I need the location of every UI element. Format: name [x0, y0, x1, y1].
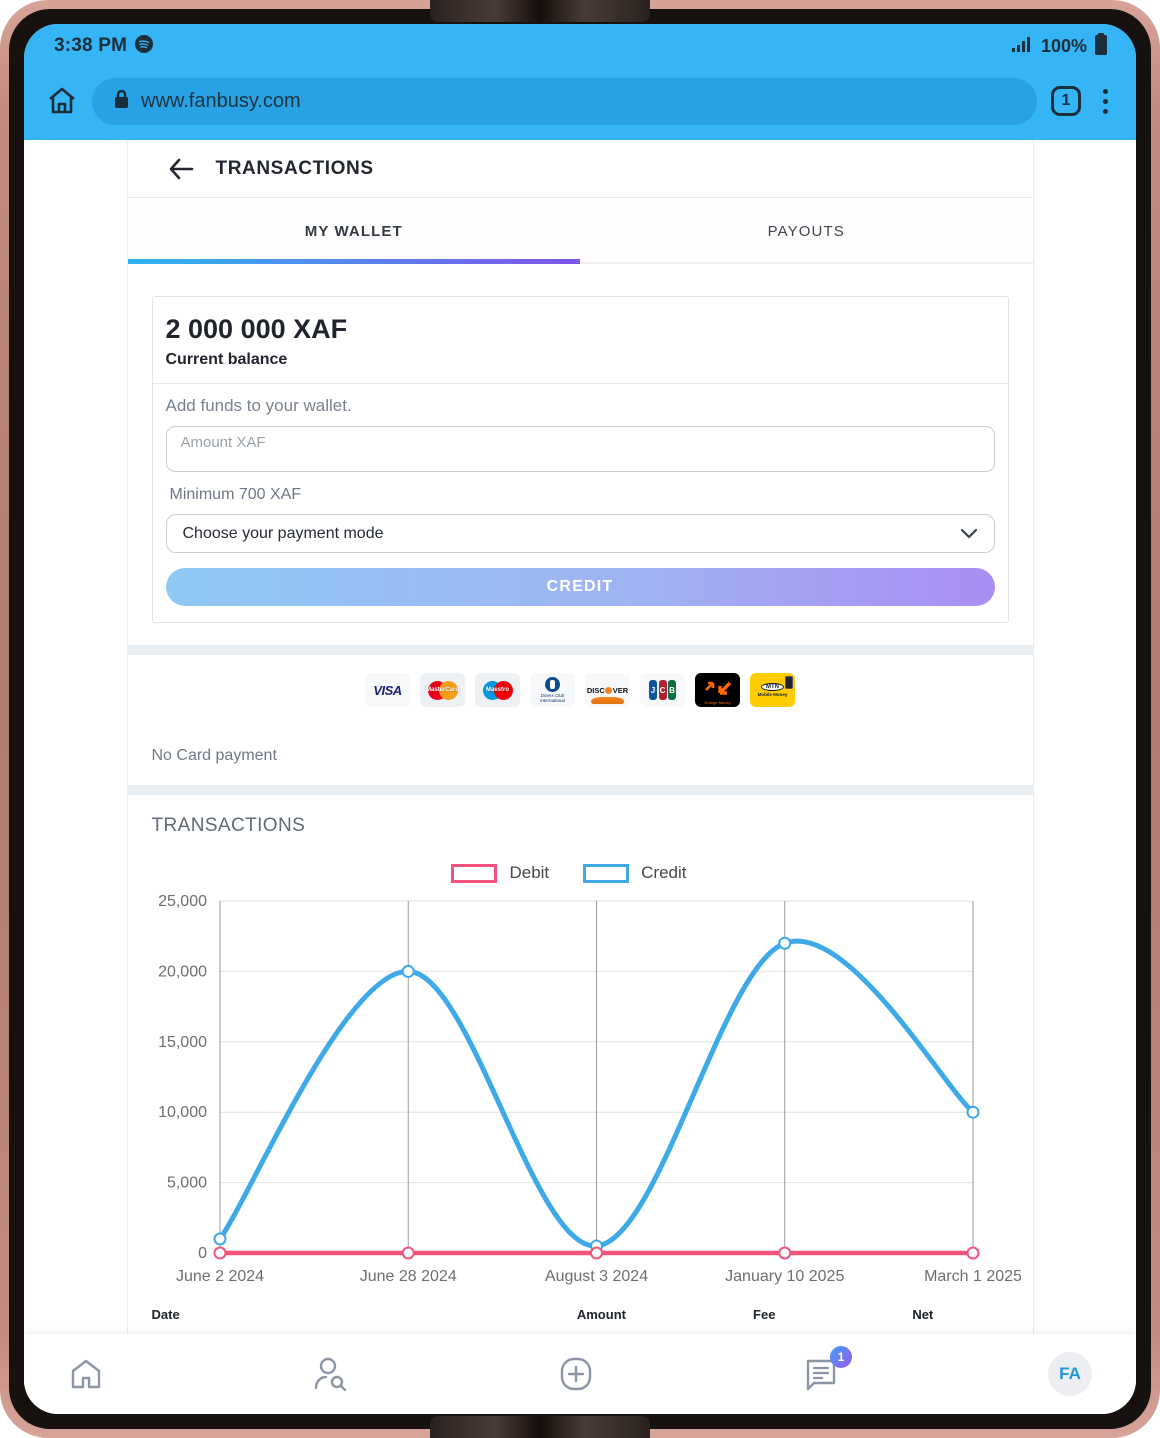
- lock-icon: [114, 89, 129, 114]
- nav-messages-button[interactable]: 1: [802, 1346, 852, 1392]
- bottom-nav: 1 FA: [24, 1334, 1136, 1414]
- current-balance-value: 2 000 000 XAF: [165, 314, 348, 344]
- screen: 3:38 PM 100%: [24, 24, 1136, 1414]
- device-hinge-bottom: [430, 1416, 650, 1438]
- svg-text:January 10 2025: January 10 2025: [725, 1268, 844, 1285]
- add-funds-form: Add funds to your wallet. Minimum 700 XA…: [153, 384, 1008, 622]
- debit-legend-label: Debit: [509, 863, 550, 882]
- minimum-hint: Minimum 700 XAF: [169, 486, 302, 503]
- svg-text:June 2 2024: June 2 2024: [176, 1268, 264, 1285]
- debit-legend-swatch: [451, 863, 498, 883]
- battery-percent: 100%: [1040, 35, 1087, 56]
- tab-count: 1: [1051, 86, 1081, 116]
- messages-icon: [806, 1359, 836, 1391]
- credit-legend-label: Credit: [641, 863, 687, 882]
- clock: 3:38 PM: [54, 35, 128, 56]
- col-date: Date: [151, 1307, 180, 1322]
- svg-text:March 1 2025: March 1 2025: [924, 1268, 1022, 1285]
- home-icon: [49, 87, 75, 114]
- tab-switcher-button[interactable]: 1: [1051, 86, 1081, 116]
- nav-home-button[interactable]: [68, 1357, 104, 1391]
- orange-money-icon: Orange Money: [695, 673, 740, 707]
- col-fee: Fee: [753, 1307, 776, 1322]
- active-tab-indicator: [127, 259, 580, 264]
- home-icon: [71, 1359, 101, 1389]
- maestro-icon: Maestro: [475, 673, 520, 707]
- add-post-icon: [560, 1357, 592, 1391]
- address-bar[interactable]: www.fanbusy.com: [92, 77, 1037, 125]
- wallet-card: 2 000 000 XAF Current balance Add funds …: [151, 296, 1009, 623]
- diners-club-icon: Diners Club International: [530, 673, 575, 707]
- page-title: TRANSACTIONS: [215, 157, 374, 179]
- balance-block: 2 000 000 XAF Current balance: [152, 297, 1008, 384]
- user-search-icon: [314, 1357, 347, 1392]
- tab-payouts[interactable]: PAYOUTS: [580, 198, 1033, 264]
- url-text: www.fanbusy.com: [141, 89, 301, 112]
- nav-create-post-button[interactable]: [558, 1356, 594, 1392]
- main-column: TRANSACTIONS MY WALLET PAYOUTS 2 000 000…: [126, 140, 1034, 1334]
- section-divider: [127, 645, 1033, 655]
- messages-badge: 1: [830, 1346, 852, 1368]
- back-arrow-icon: [169, 158, 193, 179]
- mastercard-icon: MasterCard: [420, 673, 465, 707]
- section-divider-2: [127, 785, 1033, 795]
- browser-toolbar: www.fanbusy.com 1: [24, 68, 1136, 140]
- wallet-payouts-tabs: MY WALLET PAYOUTS: [127, 198, 1033, 264]
- discover-icon: DISC VER: [585, 673, 630, 707]
- no-card-payment-text: No Card payment: [151, 747, 277, 764]
- svg-text:June 28 2024: June 28 2024: [360, 1268, 457, 1285]
- amount-input[interactable]: [165, 426, 995, 472]
- tabs-baseline: [127, 262, 1033, 264]
- svg-text:5,000: 5,000: [167, 1175, 207, 1192]
- transactions-table-header: Date Amount Fee Net: [152, 1307, 1009, 1334]
- transactions-table: Date Amount Fee Net: [152, 1307, 1009, 1334]
- status-bar: 3:38 PM 100%: [24, 24, 1136, 68]
- browser-home-button[interactable]: [46, 86, 78, 116]
- profile-avatar[interactable]: FA: [1048, 1352, 1092, 1396]
- nav-find-users-button[interactable]: [312, 1356, 350, 1392]
- svg-text:August 3 2024: August 3 2024: [545, 1268, 648, 1285]
- transactions-section-title: TRANSACTIONS: [151, 815, 306, 836]
- svg-text:25,000: 25,000: [158, 893, 207, 910]
- svg-text:15,000: 15,000: [158, 1034, 207, 1051]
- chevron-down-icon: [960, 528, 977, 539]
- credit-legend-swatch: [583, 863, 630, 883]
- col-amount: Amount: [576, 1307, 626, 1322]
- tab-my-wallet[interactable]: MY WALLET: [128, 198, 581, 264]
- payment-mode-value: Choose your payment mode: [182, 524, 384, 542]
- add-funds-label: Add funds to your wallet.: [165, 396, 352, 415]
- svg-text:10,000: 10,000: [158, 1104, 207, 1121]
- chart-legend: Debit Credit: [128, 863, 1033, 883]
- payment-mode-select[interactable]: Choose your payment mode: [165, 514, 995, 553]
- current-balance-label: Current balance: [165, 351, 288, 368]
- device-hinge-top: [430, 0, 650, 22]
- visa-icon: VISA: [365, 673, 410, 707]
- battery-icon: [1094, 32, 1108, 60]
- back-button[interactable]: [168, 158, 194, 180]
- transactions-chart[interactable]: 0 5,000 10,000 15,000 20,000 25,000 June 2 202…: [128, 887, 1033, 1291]
- browser-menu-button[interactable]: [1095, 85, 1116, 118]
- svg-text:0: 0: [198, 1245, 207, 1262]
- svg-text:20,000: 20,000: [158, 963, 207, 980]
- mtn-mobile-money-icon: MTN Mobile Money: [750, 673, 795, 707]
- spotify-notification-icon: [134, 34, 154, 59]
- signal-strength-icon: [1011, 35, 1034, 58]
- payment-methods-row: VISA MasterCard Maestro Diners Club Inte…: [128, 673, 1033, 707]
- page-content: TRANSACTIONS MY WALLET PAYOUTS 2 000 000…: [24, 140, 1136, 1334]
- credit-button[interactable]: CREDIT: [165, 568, 995, 606]
- page-header: TRANSACTIONS: [127, 140, 1033, 198]
- col-net: Net: [912, 1307, 934, 1322]
